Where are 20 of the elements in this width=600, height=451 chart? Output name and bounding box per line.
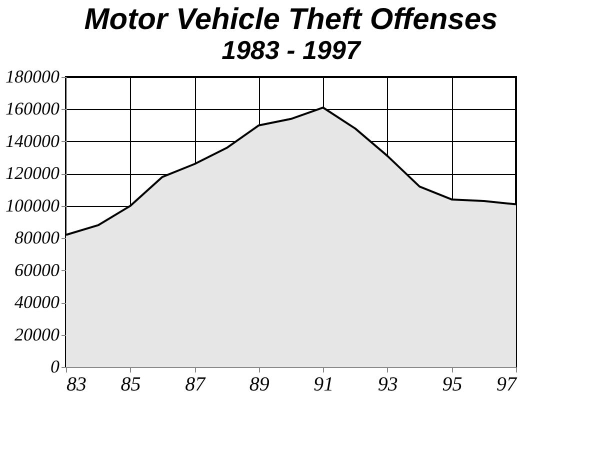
x-tick-label: 93 — [378, 374, 398, 396]
y-tick-label: 140000 — [6, 130, 60, 151]
x-tick-label: 87 — [185, 374, 206, 396]
x-tick-label: 83 — [66, 374, 86, 396]
x-tick-label: 85 — [120, 374, 141, 396]
y-tick-label: 100000 — [6, 195, 60, 216]
y-tick-label: 20000 — [14, 324, 60, 344]
y-tick-label: 60000 — [14, 260, 60, 280]
x-tick-label: 95 — [442, 374, 462, 396]
y-tick-label: 160000 — [6, 98, 60, 119]
chart-subtitle: 1983 - 1997 — [222, 35, 362, 65]
x-tick-label: 97 — [496, 374, 518, 396]
y-tick-label: 40000 — [14, 292, 60, 312]
y-tick-label: 180000 — [6, 66, 60, 86]
y-tick-label: 80000 — [14, 228, 60, 248]
chart-title: Motor Vehicle Theft Offenses — [84, 3, 498, 36]
y-tick-label: 0 — [50, 356, 60, 376]
x-tick-label: 89 — [249, 374, 270, 396]
x-tick-label: 91 — [314, 374, 334, 396]
y-tick-label: 120000 — [6, 163, 60, 184]
